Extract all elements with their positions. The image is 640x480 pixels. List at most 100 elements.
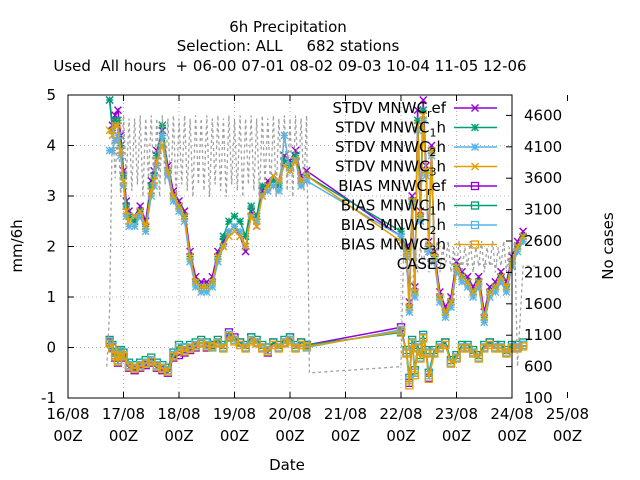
chart-subtitle-used: Used All hours + 06-00 07-01 08-02 09-03… bbox=[53, 57, 526, 75]
data-point bbox=[405, 303, 414, 312]
legend-label: BIAS MNWC1h bbox=[341, 197, 446, 218]
data-point bbox=[219, 242, 228, 251]
series-line bbox=[109, 120, 524, 323]
x-tick-label-time: 00Z bbox=[164, 427, 193, 445]
data-point bbox=[441, 308, 450, 317]
series-bias-mnwc-3h bbox=[105, 327, 528, 390]
x-tick-label-time: 00Z bbox=[553, 427, 582, 445]
x-tick-label-time: 00Z bbox=[275, 427, 304, 445]
x-tick-label-date: 22/08 bbox=[379, 405, 422, 423]
data-point bbox=[247, 212, 256, 221]
series-layer bbox=[105, 96, 537, 390]
data-point bbox=[408, 197, 417, 206]
data-point bbox=[186, 252, 195, 261]
data-point bbox=[430, 252, 439, 261]
x-tick-label-time: 00Z bbox=[497, 427, 526, 445]
data-point bbox=[446, 359, 456, 368]
data-point bbox=[496, 272, 505, 281]
data-point bbox=[213, 252, 222, 261]
data-point bbox=[421, 349, 431, 358]
data-point bbox=[213, 339, 223, 348]
data-point bbox=[130, 364, 139, 373]
series-line bbox=[108, 99, 524, 318]
x-tick-label-date: 16/08 bbox=[46, 405, 89, 423]
legend-marker bbox=[470, 181, 480, 191]
legend-marker bbox=[471, 104, 479, 112]
data-point bbox=[491, 282, 500, 291]
data-point bbox=[108, 131, 117, 140]
data-point bbox=[175, 202, 183, 211]
x-axis-label: Date bbox=[269, 456, 305, 474]
y2-tick-label: 2600 bbox=[524, 232, 562, 250]
y2-tick-label: 600 bbox=[524, 358, 553, 376]
data-point bbox=[468, 349, 478, 358]
series-line bbox=[108, 330, 524, 386]
data-point bbox=[108, 344, 117, 353]
data-point bbox=[502, 282, 511, 291]
data-point bbox=[152, 362, 161, 371]
data-point bbox=[158, 131, 167, 140]
data-point bbox=[427, 146, 436, 155]
data-point bbox=[421, 166, 430, 175]
data-point bbox=[416, 212, 425, 221]
data-point bbox=[413, 121, 422, 130]
data-point bbox=[413, 344, 422, 353]
data-point bbox=[241, 344, 250, 353]
data-point bbox=[469, 287, 478, 296]
data-point bbox=[124, 362, 134, 371]
data-point bbox=[122, 207, 131, 216]
x-tick-label-date: 21/08 bbox=[324, 405, 367, 423]
x-tick-label-date: 20/08 bbox=[268, 405, 311, 423]
data-point bbox=[407, 339, 417, 348]
data-point bbox=[130, 222, 139, 231]
legend-label: STDV MNWC3h bbox=[335, 158, 446, 179]
y-tick-label: 5 bbox=[46, 86, 56, 104]
data-point bbox=[202, 342, 211, 351]
data-point bbox=[452, 354, 461, 363]
legend-label: BIAS MNWC2h bbox=[341, 216, 446, 237]
legend-label: BIAS MNWC3h bbox=[341, 236, 446, 257]
chart-title: 6h Precipitation bbox=[229, 18, 347, 36]
x-tick-label-time: 00Z bbox=[220, 427, 249, 445]
data-point bbox=[113, 106, 122, 115]
legend-label: STDV MNWC1h bbox=[335, 119, 446, 140]
data-point bbox=[169, 352, 178, 361]
y-tick-label: 0 bbox=[46, 339, 56, 357]
y-tick-label: 1 bbox=[46, 288, 56, 306]
data-point bbox=[441, 340, 450, 350]
data-point bbox=[174, 345, 184, 355]
x-tick-label-date: 17/08 bbox=[102, 405, 145, 423]
chart-subtitle: Selection: ALL 682 stations bbox=[177, 37, 400, 55]
data-point bbox=[105, 96, 114, 105]
series-stdv-mnwc-2h bbox=[105, 116, 528, 327]
data-point bbox=[424, 374, 433, 383]
y2-tick-label: 3600 bbox=[524, 169, 562, 187]
legend-marker bbox=[470, 220, 480, 230]
data-point bbox=[463, 344, 472, 353]
y-tick-label: 2 bbox=[46, 238, 56, 256]
data-point bbox=[405, 381, 414, 390]
data-point bbox=[302, 342, 311, 351]
y2-tick-label: 100 bbox=[524, 389, 553, 407]
x-tick-label-date: 25/08 bbox=[546, 405, 589, 423]
axes: 16/08 00Z 17/08 00Z 18/08 00Z 19/08 00Z 20/08 00Z… bbox=[41, 86, 589, 445]
data-point bbox=[474, 354, 483, 363]
y2-tick-label: 1600 bbox=[524, 295, 562, 313]
data-point bbox=[430, 349, 439, 358]
data-point bbox=[263, 347, 272, 356]
data-point bbox=[141, 359, 150, 368]
legend-label: BIAS MNWCref bbox=[338, 177, 446, 198]
data-point bbox=[435, 293, 444, 301]
data-point bbox=[252, 339, 261, 348]
data-point bbox=[158, 141, 167, 150]
legend-label: CASES bbox=[397, 255, 446, 273]
y2-tick-label: 1100 bbox=[524, 326, 562, 344]
data-point bbox=[246, 337, 256, 346]
data-point bbox=[147, 357, 156, 366]
data-point bbox=[419, 334, 428, 343]
x-tick-label-date: 19/08 bbox=[213, 405, 256, 423]
data-point bbox=[105, 339, 114, 348]
x-tick-label-date: 23/08 bbox=[435, 405, 478, 423]
